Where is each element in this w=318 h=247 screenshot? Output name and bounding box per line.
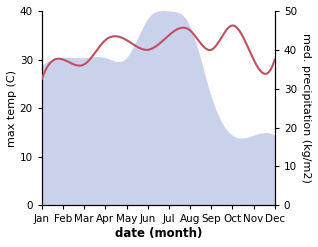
Y-axis label: max temp (C): max temp (C) bbox=[7, 70, 17, 147]
X-axis label: date (month): date (month) bbox=[114, 227, 202, 240]
Y-axis label: med. precipitation (kg/m2): med. precipitation (kg/m2) bbox=[301, 33, 311, 183]
